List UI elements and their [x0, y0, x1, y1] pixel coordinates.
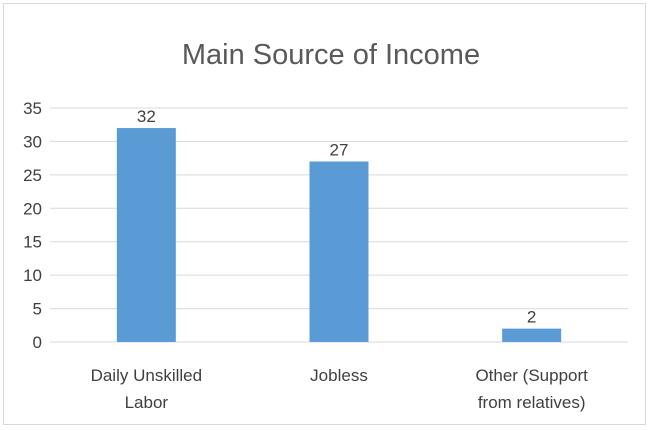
chart-title: Main Source of Income — [182, 39, 480, 71]
y-tick-label: 15 — [23, 233, 42, 252]
x-category-label: Other (Support from relatives) — [475, 366, 588, 412]
x-category-line: Jobless — [310, 366, 368, 385]
bar — [116, 128, 176, 342]
y-tick-label: 25 — [23, 166, 42, 185]
bar — [502, 328, 562, 342]
x-category-line: from relatives) — [478, 393, 586, 412]
y-tick-label: 20 — [23, 199, 42, 218]
data-label: 27 — [330, 140, 349, 159]
y-tick-label: 0 — [33, 333, 42, 352]
data-label: 32 — [137, 107, 156, 126]
x-category-line: Other (Support — [475, 366, 588, 385]
bar — [309, 161, 369, 342]
y-axis-ticks: 0 5 10 15 20 25 30 35 — [23, 99, 42, 352]
data-labels: 32 27 2 — [137, 107, 537, 327]
x-axis-categories: Daily Unskilled Labor Jobless Other (Suppor… — [91, 366, 589, 412]
x-category-label: Daily Unskilled Labor — [91, 366, 202, 412]
y-tick-label: 35 — [23, 99, 42, 118]
data-label: 2 — [527, 308, 536, 327]
y-tick-label: 30 — [23, 132, 42, 151]
x-category-line: Labor — [125, 393, 169, 412]
x-category-label: Jobless — [310, 366, 368, 385]
x-category-line: Daily Unskilled — [91, 366, 202, 385]
y-tick-label: 10 — [23, 266, 42, 285]
bars — [116, 128, 562, 342]
y-tick-label: 5 — [33, 300, 42, 319]
